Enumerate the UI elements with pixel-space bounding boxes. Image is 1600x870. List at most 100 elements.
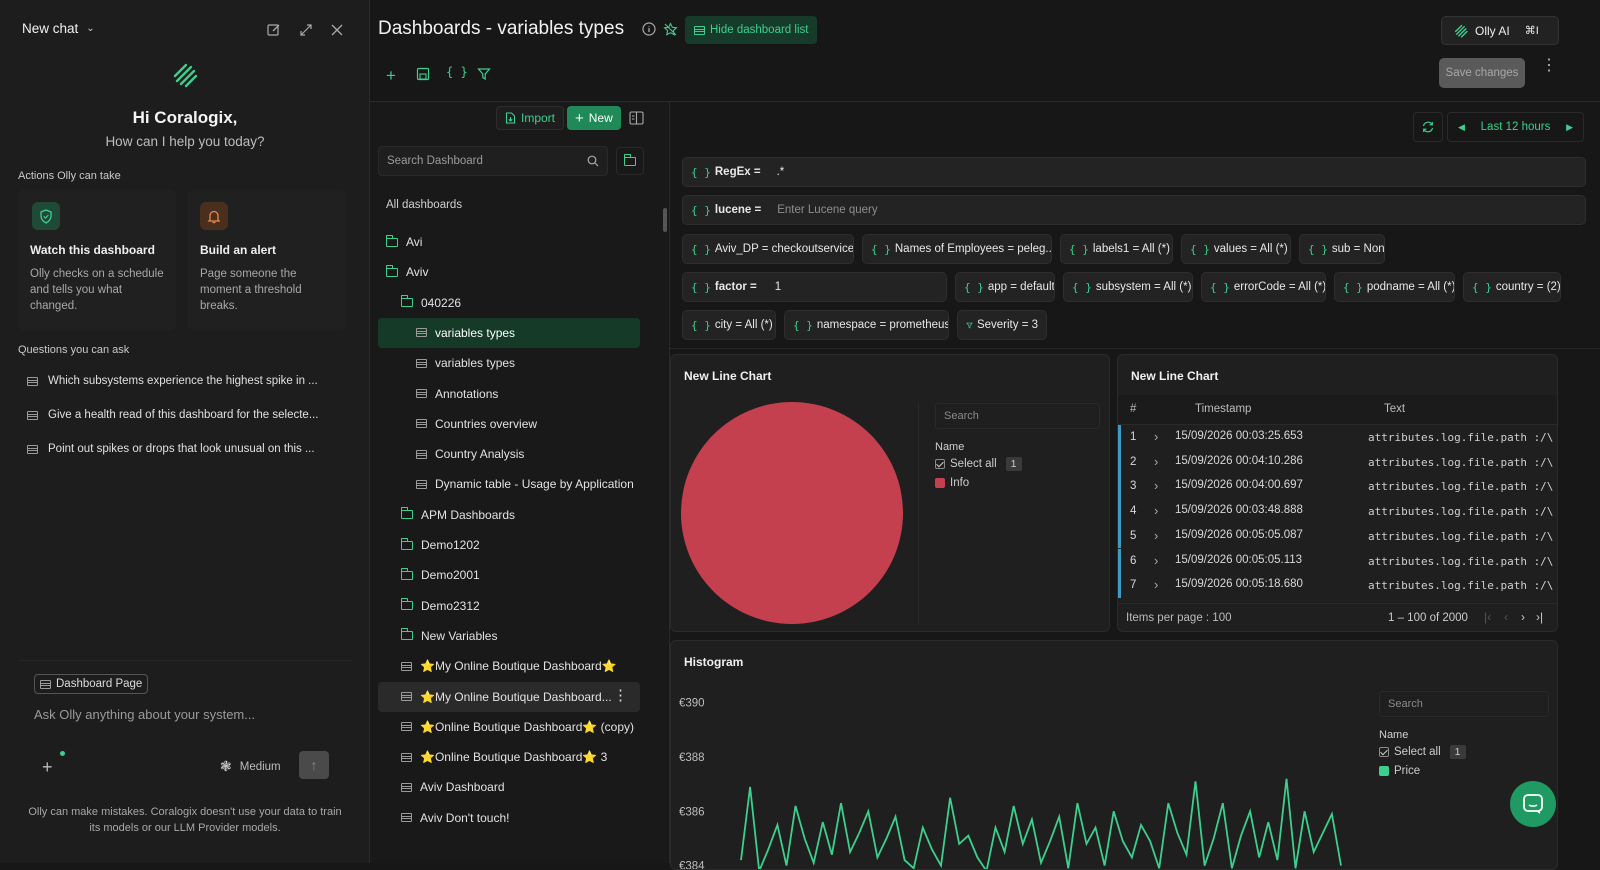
dashboard-item[interactable]: variables types <box>378 317 640 348</box>
folder-item[interactable]: APM Dashboards <box>378 500 640 530</box>
chat-title-dropdown[interactable]: New chat ⌄ <box>22 21 95 36</box>
variable-chip-employees[interactable]: { } Names of Employees = peleg... <box>862 234 1052 264</box>
new-folder-button[interactable] <box>616 147 644 175</box>
table-row[interactable]: 6 › 15/09/2026 00:05:05.113 attributes.log.… <box>1118 548 1557 574</box>
close-icon[interactable] <box>329 22 345 38</box>
table-row[interactable]: 2 › 15/09/2026 00:04:10.286 attributes.log.… <box>1118 449 1557 475</box>
variables-icon[interactable]: { } <box>446 65 468 79</box>
variable-chip-sub[interactable]: { }sub = None <box>1299 234 1385 264</box>
filter-icon[interactable] <box>477 67 491 81</box>
table-row[interactable]: 4 › 15/09/2026 00:03:48.888 attributes.log.… <box>1118 499 1557 524</box>
chevron-right-icon[interactable]: › <box>1154 453 1159 469</box>
variable-chip-country[interactable]: { } country = (2) <box>1463 272 1561 302</box>
dashboard-item[interactable]: ⭐Online Boutique Dashboard⭐ (copy) <box>378 712 640 742</box>
lucene-variable[interactable]: { } lucene = Enter Lucene query <box>682 195 1586 225</box>
folder-item[interactable]: New Variables <box>378 621 640 651</box>
dashboard-item[interactable]: Country Analysis <box>378 439 640 469</box>
import-button[interactable]: Import <box>496 106 565 130</box>
legend-select-all[interactable]: Select all 1 <box>1379 745 1466 759</box>
chevron-left-icon[interactable]: ◀ <box>1458 121 1465 132</box>
table-row[interactable]: 1 › 15/09/2026 00:03:25.653 attributes.log.… <box>1118 425 1557 450</box>
info-icon[interactable] <box>642 22 656 36</box>
legend-select-all[interactable]: Select all 1 <box>935 457 1022 471</box>
variable-chip-namespace[interactable]: { } namespace = prometheus <box>784 310 949 340</box>
first-page-icon[interactable]: |‹ <box>1484 610 1492 624</box>
star-icon[interactable] <box>663 22 678 37</box>
model-selector[interactable]: ❃ Medium <box>220 758 281 775</box>
action-card-watch[interactable]: Watch this dashboard Olly checks on a sc… <box>18 190 176 330</box>
regex-variable[interactable]: { } RegEx = .* <box>682 157 1586 187</box>
dashboard-item[interactable]: ⭐Online Boutique Dashboard⭐ 3 <box>378 742 640 772</box>
chevron-right-icon[interactable]: › <box>1154 527 1159 543</box>
dashboard-item[interactable]: Annotations <box>378 379 640 409</box>
dashboard-item[interactable]: Aviv Dashboard <box>378 772 640 802</box>
chevron-right-icon[interactable]: › <box>1154 429 1159 444</box>
variable-chip-city[interactable]: { } city = All (*) <box>682 310 776 340</box>
variable-chip-labels1[interactable]: { } labels1 = All (*) <box>1060 234 1173 264</box>
factor-variable[interactable]: { } factor = 1 <box>682 272 947 302</box>
search-dashboard-input[interactable]: Search Dashboard <box>378 146 608 176</box>
question-item[interactable]: Point out spikes or drops that look unus… <box>18 432 354 466</box>
edit-icon[interactable] <box>266 22 282 38</box>
chevron-right-icon[interactable]: › <box>1154 577 1159 593</box>
folder-item[interactable]: Demo2001 <box>378 560 640 590</box>
context-chip[interactable]: Dashboard Page <box>34 674 149 694</box>
expand-icon[interactable] <box>298 22 314 38</box>
series-line-price[interactable] <box>740 778 1342 870</box>
table-row[interactable]: 7 › 15/09/2026 00:05:18.680 attributes.log.… <box>1118 573 1557 598</box>
folder-item[interactable]: Aviv <box>378 257 640 287</box>
dashboard-item[interactable]: ⭐My Online Boutique Dashboard⭐ <box>378 651 640 681</box>
chevron-right-icon[interactable]: › <box>1154 552 1159 568</box>
more-vertical-icon[interactable]: ⋮ <box>1541 57 1557 74</box>
next-page-icon[interactable]: › <box>1521 610 1525 624</box>
legend-item-price[interactable]: Price <box>1379 765 1420 777</box>
olly-ai-button[interactable]: Olly AI ⌘I <box>1441 16 1559 45</box>
question-item[interactable]: Which subsystems experience the highest … <box>18 364 354 398</box>
legend-search-input[interactable]: Search <box>1379 691 1549 717</box>
table-row[interactable]: 3 › 15/09/2026 00:04:00.697 attributes.log.… <box>1118 474 1557 500</box>
folder-item[interactable]: Demo2312 <box>378 591 640 621</box>
legend-search-input[interactable]: Search <box>935 403 1100 429</box>
pie-slice-info[interactable] <box>681 402 903 624</box>
chevron-right-icon[interactable]: › <box>1154 478 1159 494</box>
support-chat-button[interactable] <box>1510 781 1556 827</box>
variable-chip-errorcode[interactable]: { } errorCode = All (*) <box>1201 272 1326 302</box>
variable-chip-app[interactable]: { } app = default <box>955 272 1055 302</box>
variable-chip-values[interactable]: { } values = All (*) <box>1181 234 1291 264</box>
action-card-alert[interactable]: Build an alert Page someone the moment a… <box>188 190 346 330</box>
dashboard-item[interactable]: ⭐My Online Boutique Dashboard... ⋮ <box>378 681 640 712</box>
scrollbar-thumb[interactable] <box>663 208 667 232</box>
chevron-right-icon[interactable]: ▶ <box>1566 121 1573 132</box>
folder-item[interactable]: Avi <box>378 227 640 257</box>
collapse-panel-icon[interactable] <box>629 111 644 128</box>
dashboard-item[interactable]: Countries overview <box>378 409 640 439</box>
table-row[interactable]: 5 › 15/09/2026 00:05:05.087 attributes.log.… <box>1118 523 1557 549</box>
add-widget-icon[interactable]: + <box>386 66 396 85</box>
column-header-text[interactable]: Text <box>1384 403 1406 415</box>
save-icon[interactable] <box>416 67 430 81</box>
save-changes-button[interactable]: Save changes <box>1439 58 1525 88</box>
variable-chip-aviv-dp[interactable]: { } Aviv_DP = checkoutservice <box>682 234 854 264</box>
dashboard-item[interactable]: variables types <box>378 348 640 378</box>
new-dashboard-button[interactable]: + New <box>567 106 621 130</box>
add-icon[interactable]: + <box>42 757 53 777</box>
question-item[interactable]: Give a health read of this dashboard for… <box>18 398 354 432</box>
prev-page-icon[interactable]: ‹ <box>1504 610 1508 624</box>
items-per-page[interactable]: Items per page : 100 <box>1126 612 1232 624</box>
hide-dashboard-list-button[interactable]: Hide dashboard list <box>685 16 818 44</box>
chat-input[interactable]: Ask Olly anything about your system... <box>34 707 256 722</box>
folder-item[interactable]: Demo1202 <box>378 530 640 560</box>
filter-chip-severity[interactable]: Severity = 3 <box>957 310 1047 340</box>
last-page-icon[interactable]: ›| <box>1536 610 1544 624</box>
legend-item-info[interactable]: Info <box>935 477 969 489</box>
folder-item[interactable]: 040226 <box>378 288 640 318</box>
chevron-right-icon[interactable]: › <box>1154 503 1159 519</box>
dashboard-item[interactable]: Dynamic table - Usage by Application <box>378 469 640 499</box>
more-vertical-icon[interactable]: ⋮ <box>613 686 628 704</box>
send-button[interactable]: ↑ <box>299 751 329 779</box>
variable-chip-subsystem[interactable]: { } subsystem = All (*) <box>1063 272 1193 302</box>
dashboard-item[interactable]: Aviv Don't touch! <box>378 803 640 833</box>
column-header-timestamp[interactable]: Timestamp <box>1195 403 1252 415</box>
refresh-button[interactable] <box>1413 112 1443 142</box>
variable-chip-podname[interactable]: { } podname = All (*) <box>1334 272 1455 302</box>
